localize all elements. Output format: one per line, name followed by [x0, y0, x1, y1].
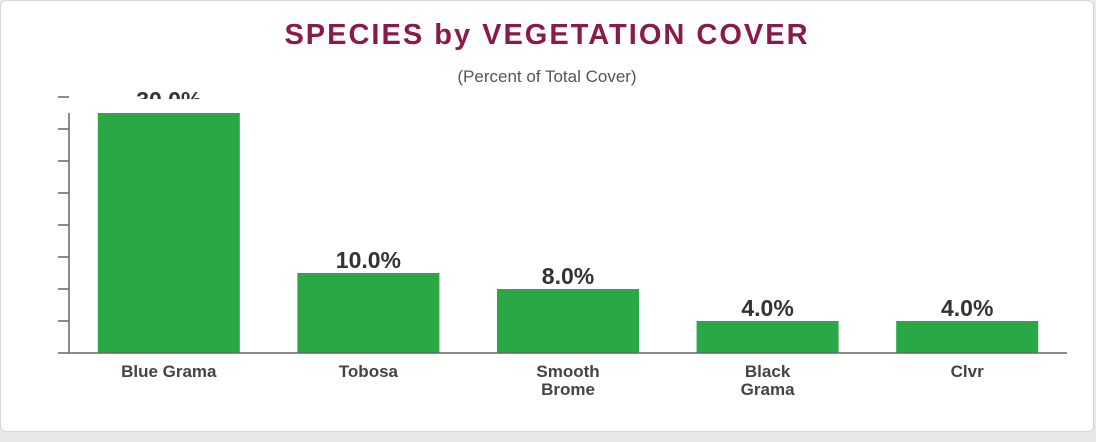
category-label: Clvr [951, 362, 984, 381]
bar [497, 289, 639, 353]
category-label: Black Grama [741, 362, 795, 399]
y-ticks [58, 96, 69, 354]
bar-chart: 30.0%10.0%8.0%4.0%4.0% Blue GramaTobosaS… [58, 87, 1073, 399]
bars: 30.0%10.0%8.0%4.0%4.0% [97, 87, 1039, 353]
bar [297, 273, 440, 353]
chart-card: SPECIES by VEGETATION COVER (Percent of … [0, 0, 1094, 432]
category-label: Tobosa [339, 362, 399, 381]
bar-value-label: 10.0% [336, 247, 401, 273]
category-labels: Blue Grama Tobosa Smooth Brome Black Grama Clv… [121, 362, 984, 399]
bar [696, 321, 839, 353]
bar-value-label: 4.0% [741, 295, 793, 321]
bar-value-label: 8.0% [542, 263, 594, 289]
chart-title: SPECIES by VEGETATION COVER [284, 19, 810, 51]
bar [97, 113, 240, 353]
category-label: Smooth Brome [536, 362, 599, 399]
bar [896, 321, 1039, 353]
bar-value-label: 4.0% [941, 295, 993, 321]
chart-subtitle: (Percent of Total Cover) [457, 67, 637, 86]
plot-top-mask [61, 99, 1073, 113]
category-label: Blue Grama [121, 362, 217, 381]
